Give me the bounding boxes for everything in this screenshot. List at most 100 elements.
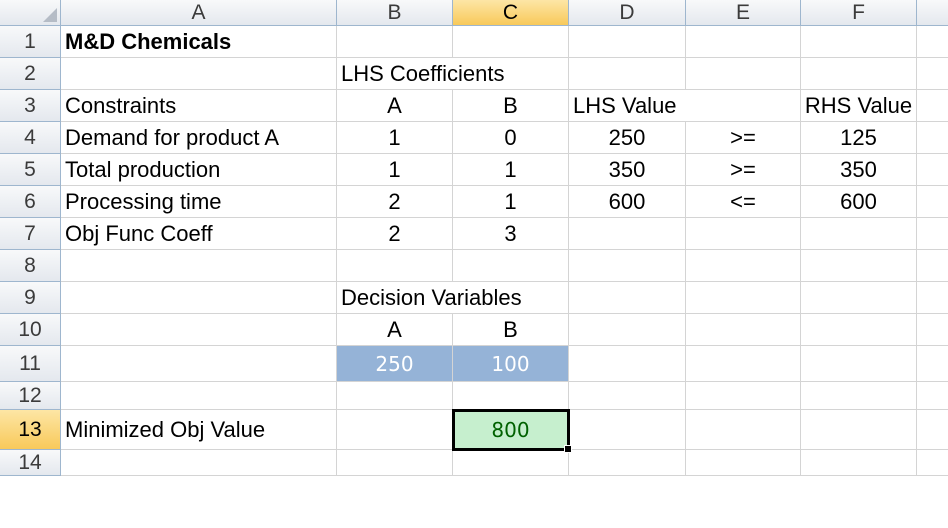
objective-value-cell[interactable]: 800 bbox=[452, 409, 572, 453]
cell-b14[interactable] bbox=[337, 450, 453, 476]
cell-d14[interactable] bbox=[569, 450, 686, 476]
column-header-a[interactable]: A bbox=[61, 0, 337, 26]
cell-f6[interactable]: 600 bbox=[801, 186, 917, 218]
cell-f2[interactable] bbox=[801, 58, 917, 90]
cell-g9[interactable] bbox=[917, 282, 948, 314]
cell-g6[interactable] bbox=[917, 186, 948, 218]
row-header-2[interactable]: 2 bbox=[0, 58, 61, 90]
cell-e12[interactable] bbox=[686, 382, 801, 410]
cell-d2[interactable] bbox=[569, 58, 686, 90]
cell-d7[interactable] bbox=[569, 218, 686, 250]
cell-e6[interactable]: <= bbox=[686, 186, 801, 218]
cell-b8[interactable] bbox=[337, 250, 453, 282]
cell-d6[interactable]: 600 bbox=[569, 186, 686, 218]
cell-a14[interactable] bbox=[61, 450, 337, 476]
cell-c7[interactable]: 3 bbox=[453, 218, 569, 250]
cell-e1[interactable] bbox=[686, 26, 801, 58]
cell-g8[interactable] bbox=[917, 250, 948, 282]
cell-f3[interactable]: RHS Value bbox=[801, 90, 917, 122]
cell-c4[interactable]: 0 bbox=[453, 122, 569, 154]
row-header-14[interactable]: 14 bbox=[0, 450, 61, 476]
column-header-d[interactable]: D bbox=[569, 0, 686, 26]
cell-a9[interactable] bbox=[61, 282, 337, 314]
cell-g10[interactable] bbox=[917, 314, 948, 346]
select-all-corner[interactable] bbox=[0, 0, 61, 26]
row-header-11[interactable]: 11 bbox=[0, 346, 61, 382]
cell-g12[interactable] bbox=[917, 382, 948, 410]
cell-b4[interactable]: 1 bbox=[337, 122, 453, 154]
cell-f11[interactable] bbox=[801, 346, 917, 382]
cell-b6[interactable]: 2 bbox=[337, 186, 453, 218]
cell-d5[interactable]: 350 bbox=[569, 154, 686, 186]
cell-c5[interactable]: 1 bbox=[453, 154, 569, 186]
cell-f8[interactable] bbox=[801, 250, 917, 282]
cell-g14[interactable] bbox=[917, 450, 948, 476]
cell-g2[interactable] bbox=[917, 58, 948, 90]
cell-b7[interactable]: 2 bbox=[337, 218, 453, 250]
cell-d10[interactable] bbox=[569, 314, 686, 346]
column-header-c[interactable]: C bbox=[453, 0, 569, 26]
column-header-b[interactable]: B bbox=[337, 0, 453, 26]
cell-a11[interactable] bbox=[61, 346, 337, 382]
row-header-5[interactable]: 5 bbox=[0, 154, 61, 186]
cell-c8[interactable] bbox=[453, 250, 569, 282]
cell-a8[interactable] bbox=[61, 250, 337, 282]
cell-e9[interactable] bbox=[686, 282, 801, 314]
column-header-f[interactable]: F bbox=[801, 0, 917, 26]
cell-g1[interactable] bbox=[917, 26, 948, 58]
cell-f5[interactable]: 350 bbox=[801, 154, 917, 186]
cell-b9[interactable]: Decision Variables bbox=[337, 282, 522, 314]
fill-handle[interactable] bbox=[564, 445, 572, 453]
cell-d3[interactable]: LHS Value bbox=[569, 90, 686, 122]
cell-a7[interactable]: Obj Func Coeff bbox=[61, 218, 337, 250]
cell-f10[interactable] bbox=[801, 314, 917, 346]
cell-a10[interactable] bbox=[61, 314, 337, 346]
cell-c2[interactable] bbox=[453, 58, 569, 90]
cell-a5[interactable]: Total production bbox=[61, 154, 337, 186]
cell-a3[interactable]: Constraints bbox=[61, 90, 337, 122]
cell-b2[interactable]: LHS Coefficients bbox=[337, 58, 504, 90]
cell-e7[interactable] bbox=[686, 218, 801, 250]
cell-d12[interactable] bbox=[569, 382, 686, 410]
cell-a2[interactable] bbox=[61, 58, 337, 90]
row-header-4[interactable]: 4 bbox=[0, 122, 61, 154]
cell-f9[interactable] bbox=[801, 282, 917, 314]
cell-g13[interactable] bbox=[917, 410, 948, 450]
cell-e10[interactable] bbox=[686, 314, 801, 346]
cell-a4[interactable]: Demand for product A bbox=[61, 122, 337, 154]
cell-c1[interactable] bbox=[453, 26, 569, 58]
cell-d11[interactable] bbox=[569, 346, 686, 382]
row-header-12[interactable]: 12 bbox=[0, 382, 61, 410]
cell-c3[interactable]: B bbox=[453, 90, 569, 122]
row-header-1[interactable]: 1 bbox=[0, 26, 61, 58]
cell-b10[interactable]: A bbox=[337, 314, 453, 346]
cell-e14[interactable] bbox=[686, 450, 801, 476]
cell-a6[interactable]: Processing time bbox=[61, 186, 337, 218]
decision-var-a-cell[interactable]: 250 bbox=[337, 346, 453, 382]
row-header-6[interactable]: 6 bbox=[0, 186, 61, 218]
cell-g7[interactable] bbox=[917, 218, 948, 250]
cell-g11[interactable] bbox=[917, 346, 948, 382]
decision-var-b-cell[interactable]: 100 bbox=[453, 346, 569, 382]
row-header-3[interactable]: 3 bbox=[0, 90, 61, 122]
cell-f13[interactable] bbox=[801, 410, 917, 450]
cell-e2[interactable] bbox=[686, 58, 801, 90]
cell-d13[interactable] bbox=[569, 410, 686, 450]
row-header-13[interactable]: 13 bbox=[0, 410, 61, 450]
cell-e13[interactable] bbox=[686, 410, 801, 450]
cell-b1[interactable] bbox=[337, 26, 453, 58]
cell-e3[interactable] bbox=[686, 90, 801, 122]
row-header-7[interactable]: 7 bbox=[0, 218, 61, 250]
cell-c12[interactable] bbox=[453, 382, 569, 410]
cell-e8[interactable] bbox=[686, 250, 801, 282]
cell-f12[interactable] bbox=[801, 382, 917, 410]
cell-e4[interactable]: >= bbox=[686, 122, 801, 154]
cell-b5[interactable]: 1 bbox=[337, 154, 453, 186]
cell-e5[interactable]: >= bbox=[686, 154, 801, 186]
column-header-g-partial[interactable] bbox=[917, 0, 948, 26]
cell-e11[interactable] bbox=[686, 346, 801, 382]
cell-d8[interactable] bbox=[569, 250, 686, 282]
column-header-e[interactable]: E bbox=[686, 0, 801, 26]
cell-f1[interactable] bbox=[801, 26, 917, 58]
